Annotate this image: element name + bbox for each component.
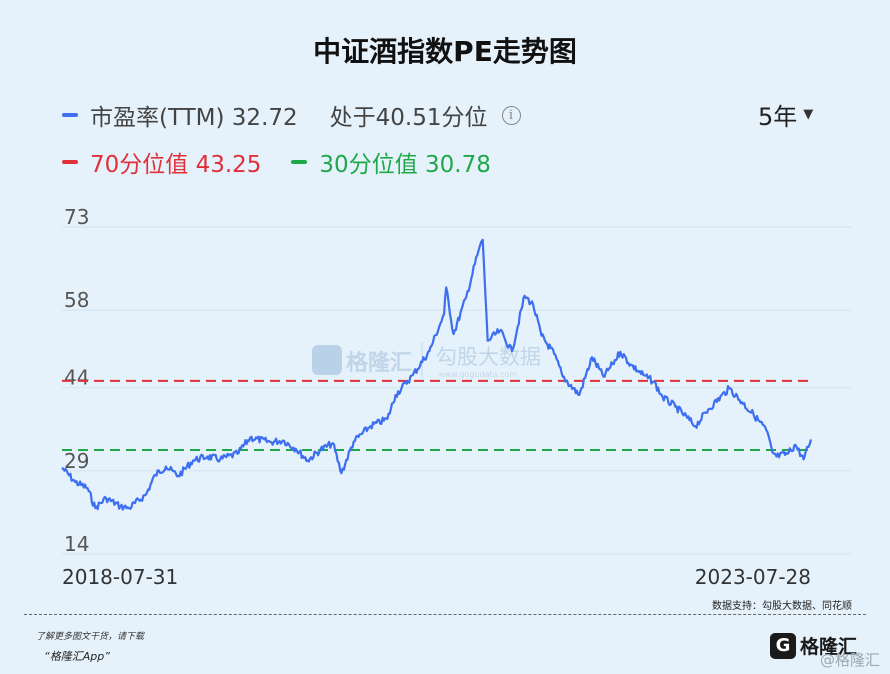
chart-grid [62, 226, 851, 555]
watermark-logo-text: 格隆汇 [346, 350, 412, 376]
p30-legend-label: 30分位值 30.78 [319, 152, 491, 178]
y-tick-label: 58 [64, 288, 89, 312]
watermark: 格隆汇 勾股大数据 www.gogudata.com [312, 342, 541, 379]
y-axis-labels: 73 58 44 29 14 [64, 205, 89, 556]
legend-percentile-row: 70分位值 43.25 30分位值 30.78 [62, 145, 491, 179]
range-selector[interactable]: 5年 ▼ [758, 97, 813, 132]
x-axis-start-label: 2018-07-31 [62, 565, 178, 589]
y-tick-label: 14 [64, 532, 89, 556]
watermark-name: 勾股大数据 [436, 345, 541, 369]
p70-legend-marker [62, 160, 78, 164]
x-axis-end-label: 2023-07-28 [695, 565, 811, 589]
info-icon[interactable]: i [501, 105, 521, 125]
watermark-logo-mark [312, 345, 342, 375]
chart-title: 中证酒指数PE走势图 [313, 35, 577, 68]
pe-legend-label: 市盈率(TTM) 32.72 [90, 105, 298, 131]
chevron-down-icon: ▼ [803, 107, 814, 122]
watermark-url: www.gogudata.com [438, 370, 517, 379]
p30-legend-marker [291, 160, 308, 164]
corner-watermark: @格隆汇 [819, 651, 880, 669]
brand-logo: G 格隆汇 [770, 632, 857, 659]
y-tick-label: 73 [64, 205, 89, 229]
y-tick-label: 29 [64, 449, 89, 473]
y-tick-label: 44 [64, 366, 89, 390]
percentile-text: 处于40.51分位 [329, 105, 488, 131]
pe-series-line [61, 238, 813, 511]
legend-pe-row: 市盈率(TTM) 32.72 处于40.51分位 i [62, 98, 521, 132]
data-source: 数据支持：勾股大数据、同花顺 [712, 601, 852, 612]
range-selector-label: 5年 [758, 103, 798, 131]
footer-divider [24, 614, 866, 615]
download-hint: 了解更多图文干货，请下载 [36, 632, 145, 642]
brand-logo-mark: G [770, 632, 796, 659]
p70-legend-label: 70分位值 43.25 [90, 152, 262, 178]
reference-lines [62, 379, 811, 451]
brand-name: 格隆汇 [800, 636, 858, 658]
app-name: “格隆汇App” [44, 650, 110, 663]
pe-legend-marker [62, 113, 78, 117]
